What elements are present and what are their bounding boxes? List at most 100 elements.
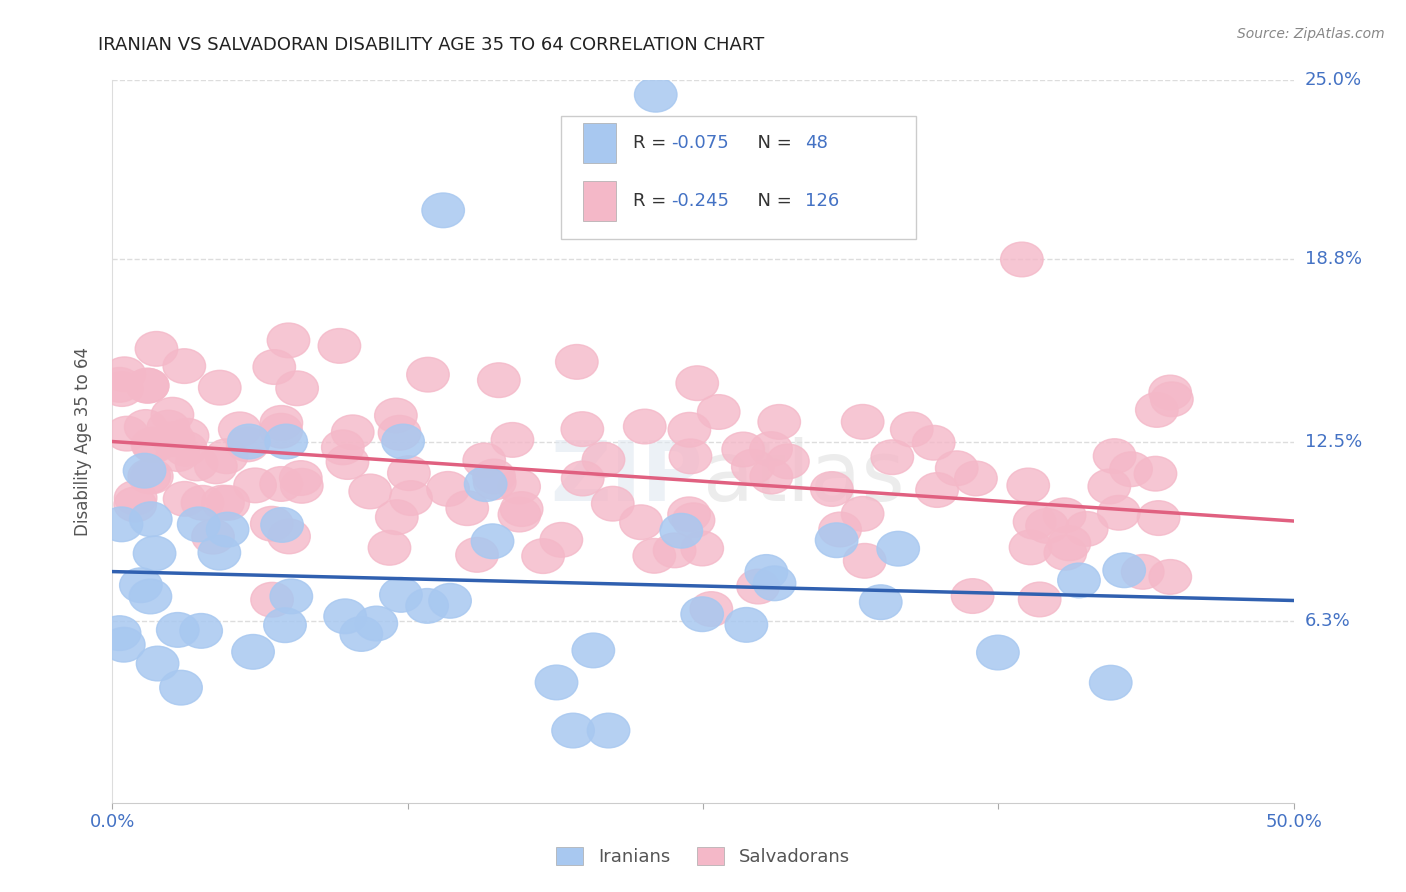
- Ellipse shape: [471, 524, 513, 558]
- Ellipse shape: [633, 539, 675, 574]
- Ellipse shape: [498, 469, 540, 504]
- Ellipse shape: [551, 714, 595, 747]
- Ellipse shape: [135, 332, 177, 367]
- Legend: Iranians, Salvadorans: Iranians, Salvadorans: [557, 847, 849, 866]
- Ellipse shape: [322, 430, 364, 465]
- Text: N =: N =: [745, 134, 797, 153]
- Ellipse shape: [749, 459, 793, 494]
- Ellipse shape: [478, 363, 520, 398]
- Ellipse shape: [1088, 469, 1130, 504]
- Ellipse shape: [815, 523, 858, 558]
- Ellipse shape: [952, 579, 994, 614]
- Ellipse shape: [165, 432, 207, 467]
- Text: ZIP: ZIP: [551, 437, 703, 518]
- Ellipse shape: [872, 440, 914, 475]
- Ellipse shape: [620, 505, 662, 540]
- Ellipse shape: [725, 607, 768, 642]
- Ellipse shape: [697, 394, 740, 429]
- Ellipse shape: [368, 531, 411, 566]
- Ellipse shape: [129, 579, 172, 614]
- Ellipse shape: [540, 523, 582, 558]
- Ellipse shape: [561, 461, 605, 496]
- Ellipse shape: [731, 450, 775, 484]
- Ellipse shape: [1102, 553, 1146, 588]
- Ellipse shape: [810, 472, 853, 507]
- Ellipse shape: [260, 406, 302, 441]
- Ellipse shape: [378, 416, 420, 450]
- Ellipse shape: [374, 398, 418, 433]
- Ellipse shape: [654, 533, 696, 567]
- Ellipse shape: [912, 425, 955, 460]
- Ellipse shape: [676, 366, 718, 401]
- Ellipse shape: [977, 635, 1019, 670]
- Ellipse shape: [262, 508, 304, 542]
- Ellipse shape: [207, 512, 249, 547]
- Ellipse shape: [323, 599, 367, 633]
- Ellipse shape: [177, 507, 219, 541]
- Ellipse shape: [101, 372, 143, 407]
- Ellipse shape: [270, 579, 312, 614]
- Ellipse shape: [427, 472, 470, 507]
- Ellipse shape: [260, 467, 302, 501]
- Ellipse shape: [152, 422, 194, 457]
- Y-axis label: Disability Age 35 to 64: Disability Age 35 to 64: [73, 347, 91, 536]
- Ellipse shape: [156, 437, 200, 471]
- Ellipse shape: [1047, 526, 1091, 561]
- Text: -0.245: -0.245: [671, 192, 730, 210]
- Ellipse shape: [201, 485, 245, 520]
- Ellipse shape: [463, 443, 506, 478]
- Ellipse shape: [131, 459, 173, 494]
- Ellipse shape: [332, 415, 374, 450]
- Ellipse shape: [114, 481, 157, 516]
- Ellipse shape: [572, 633, 614, 668]
- Ellipse shape: [422, 193, 464, 227]
- Ellipse shape: [100, 507, 143, 541]
- Ellipse shape: [561, 412, 603, 447]
- Ellipse shape: [1122, 555, 1164, 590]
- Ellipse shape: [1057, 563, 1101, 598]
- Ellipse shape: [318, 328, 361, 363]
- Text: 25.0%: 25.0%: [1305, 71, 1362, 89]
- Ellipse shape: [198, 370, 240, 405]
- Ellipse shape: [890, 412, 934, 447]
- Ellipse shape: [380, 577, 422, 612]
- Ellipse shape: [758, 405, 800, 439]
- Ellipse shape: [592, 486, 634, 521]
- Ellipse shape: [681, 597, 724, 632]
- Ellipse shape: [105, 417, 148, 451]
- Ellipse shape: [1045, 535, 1087, 570]
- Text: 126: 126: [804, 192, 839, 210]
- Ellipse shape: [582, 442, 624, 477]
- Ellipse shape: [1001, 242, 1043, 277]
- Ellipse shape: [198, 535, 240, 570]
- Ellipse shape: [841, 404, 884, 439]
- Text: -0.075: -0.075: [671, 134, 728, 153]
- Ellipse shape: [859, 585, 903, 620]
- Ellipse shape: [1149, 376, 1191, 409]
- Ellipse shape: [120, 568, 162, 603]
- Ellipse shape: [389, 481, 432, 516]
- Ellipse shape: [163, 349, 205, 384]
- Ellipse shape: [226, 427, 269, 462]
- Ellipse shape: [131, 427, 174, 462]
- Ellipse shape: [267, 519, 311, 554]
- Ellipse shape: [1098, 495, 1140, 530]
- Ellipse shape: [877, 532, 920, 566]
- Ellipse shape: [205, 439, 247, 474]
- Text: 12.5%: 12.5%: [1305, 433, 1362, 450]
- Ellipse shape: [264, 607, 307, 642]
- Text: R =: R =: [633, 192, 672, 210]
- Ellipse shape: [128, 459, 170, 493]
- Ellipse shape: [127, 368, 169, 403]
- Ellipse shape: [844, 543, 886, 578]
- Ellipse shape: [668, 497, 710, 532]
- Ellipse shape: [1018, 582, 1062, 616]
- Ellipse shape: [114, 487, 156, 522]
- Ellipse shape: [721, 432, 765, 467]
- Ellipse shape: [98, 615, 141, 650]
- Ellipse shape: [233, 468, 277, 503]
- Ellipse shape: [356, 607, 398, 640]
- Ellipse shape: [148, 410, 190, 445]
- Ellipse shape: [280, 460, 322, 495]
- Ellipse shape: [228, 425, 270, 458]
